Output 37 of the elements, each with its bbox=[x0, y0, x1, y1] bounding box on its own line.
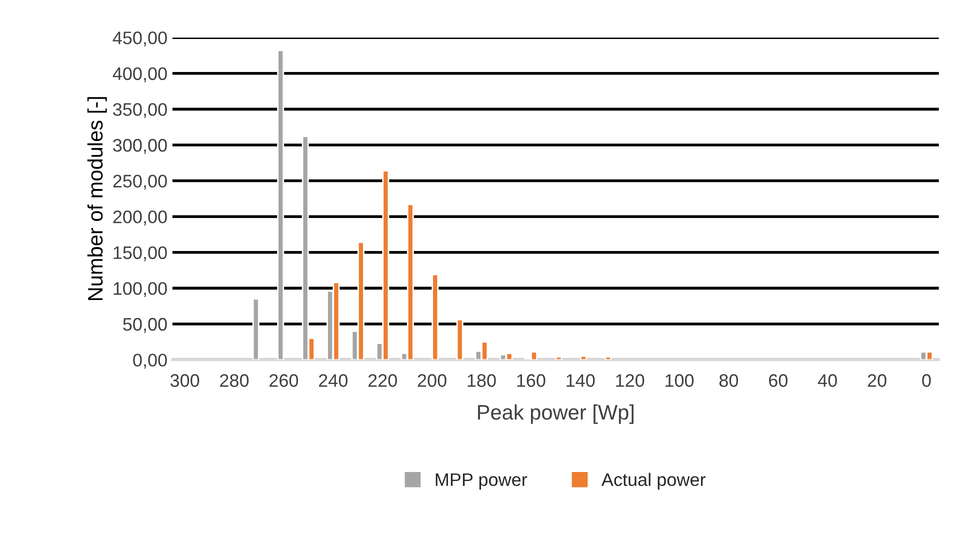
y-tick-label: 450,00 bbox=[112, 32, 167, 46]
bar bbox=[252, 298, 260, 360]
x-tick-label: 220 bbox=[368, 374, 397, 387]
y-tick-label: 350,00 bbox=[113, 103, 167, 118]
x-tick-label: 0 bbox=[922, 374, 931, 387]
bar bbox=[277, 50, 284, 360]
x-tick-label: 300 bbox=[170, 374, 200, 387]
bar bbox=[580, 356, 587, 360]
x-tick-label: 180 bbox=[468, 374, 496, 387]
y-tick-label: 300,00 bbox=[113, 138, 167, 154]
bar bbox=[604, 356, 612, 360]
y-tick-label: 150,00 bbox=[114, 246, 167, 262]
x-tick-label: 140 bbox=[566, 374, 595, 387]
x-tick-label: 200 bbox=[418, 374, 446, 387]
bar bbox=[456, 319, 464, 360]
bar bbox=[432, 274, 439, 360]
x-tick-label: 100 bbox=[666, 374, 694, 387]
x-tick-label: 20 bbox=[868, 374, 886, 387]
legend-label: MPP power bbox=[436, 473, 528, 490]
x-tick-label: 60 bbox=[769, 374, 788, 387]
x-axis-title: Peak power [Wp] bbox=[478, 404, 634, 424]
x-tick-label: 240 bbox=[318, 374, 348, 387]
x-tick-label: 280 bbox=[220, 374, 249, 387]
y-axis-title: Number of modules [-] bbox=[87, 97, 107, 300]
y-tick-label: 0,00 bbox=[133, 354, 167, 369]
y-tick-label: 400,00 bbox=[112, 67, 167, 82]
x-tick-label: 160 bbox=[517, 374, 546, 387]
y-tick-label: 200,00 bbox=[113, 210, 167, 226]
x-tick-label: 80 bbox=[719, 374, 738, 387]
bar bbox=[555, 356, 562, 360]
x-tick-label: 260 bbox=[270, 374, 298, 387]
legend-label: Actual power bbox=[601, 472, 706, 490]
y-tick-label: 50,00 bbox=[123, 318, 167, 333]
x-tick-label: 120 bbox=[616, 374, 644, 387]
x-tick-label: 40 bbox=[818, 374, 837, 387]
y-tick-label: 250,00 bbox=[113, 174, 167, 190]
y-tick-label: 100,00 bbox=[114, 282, 167, 298]
